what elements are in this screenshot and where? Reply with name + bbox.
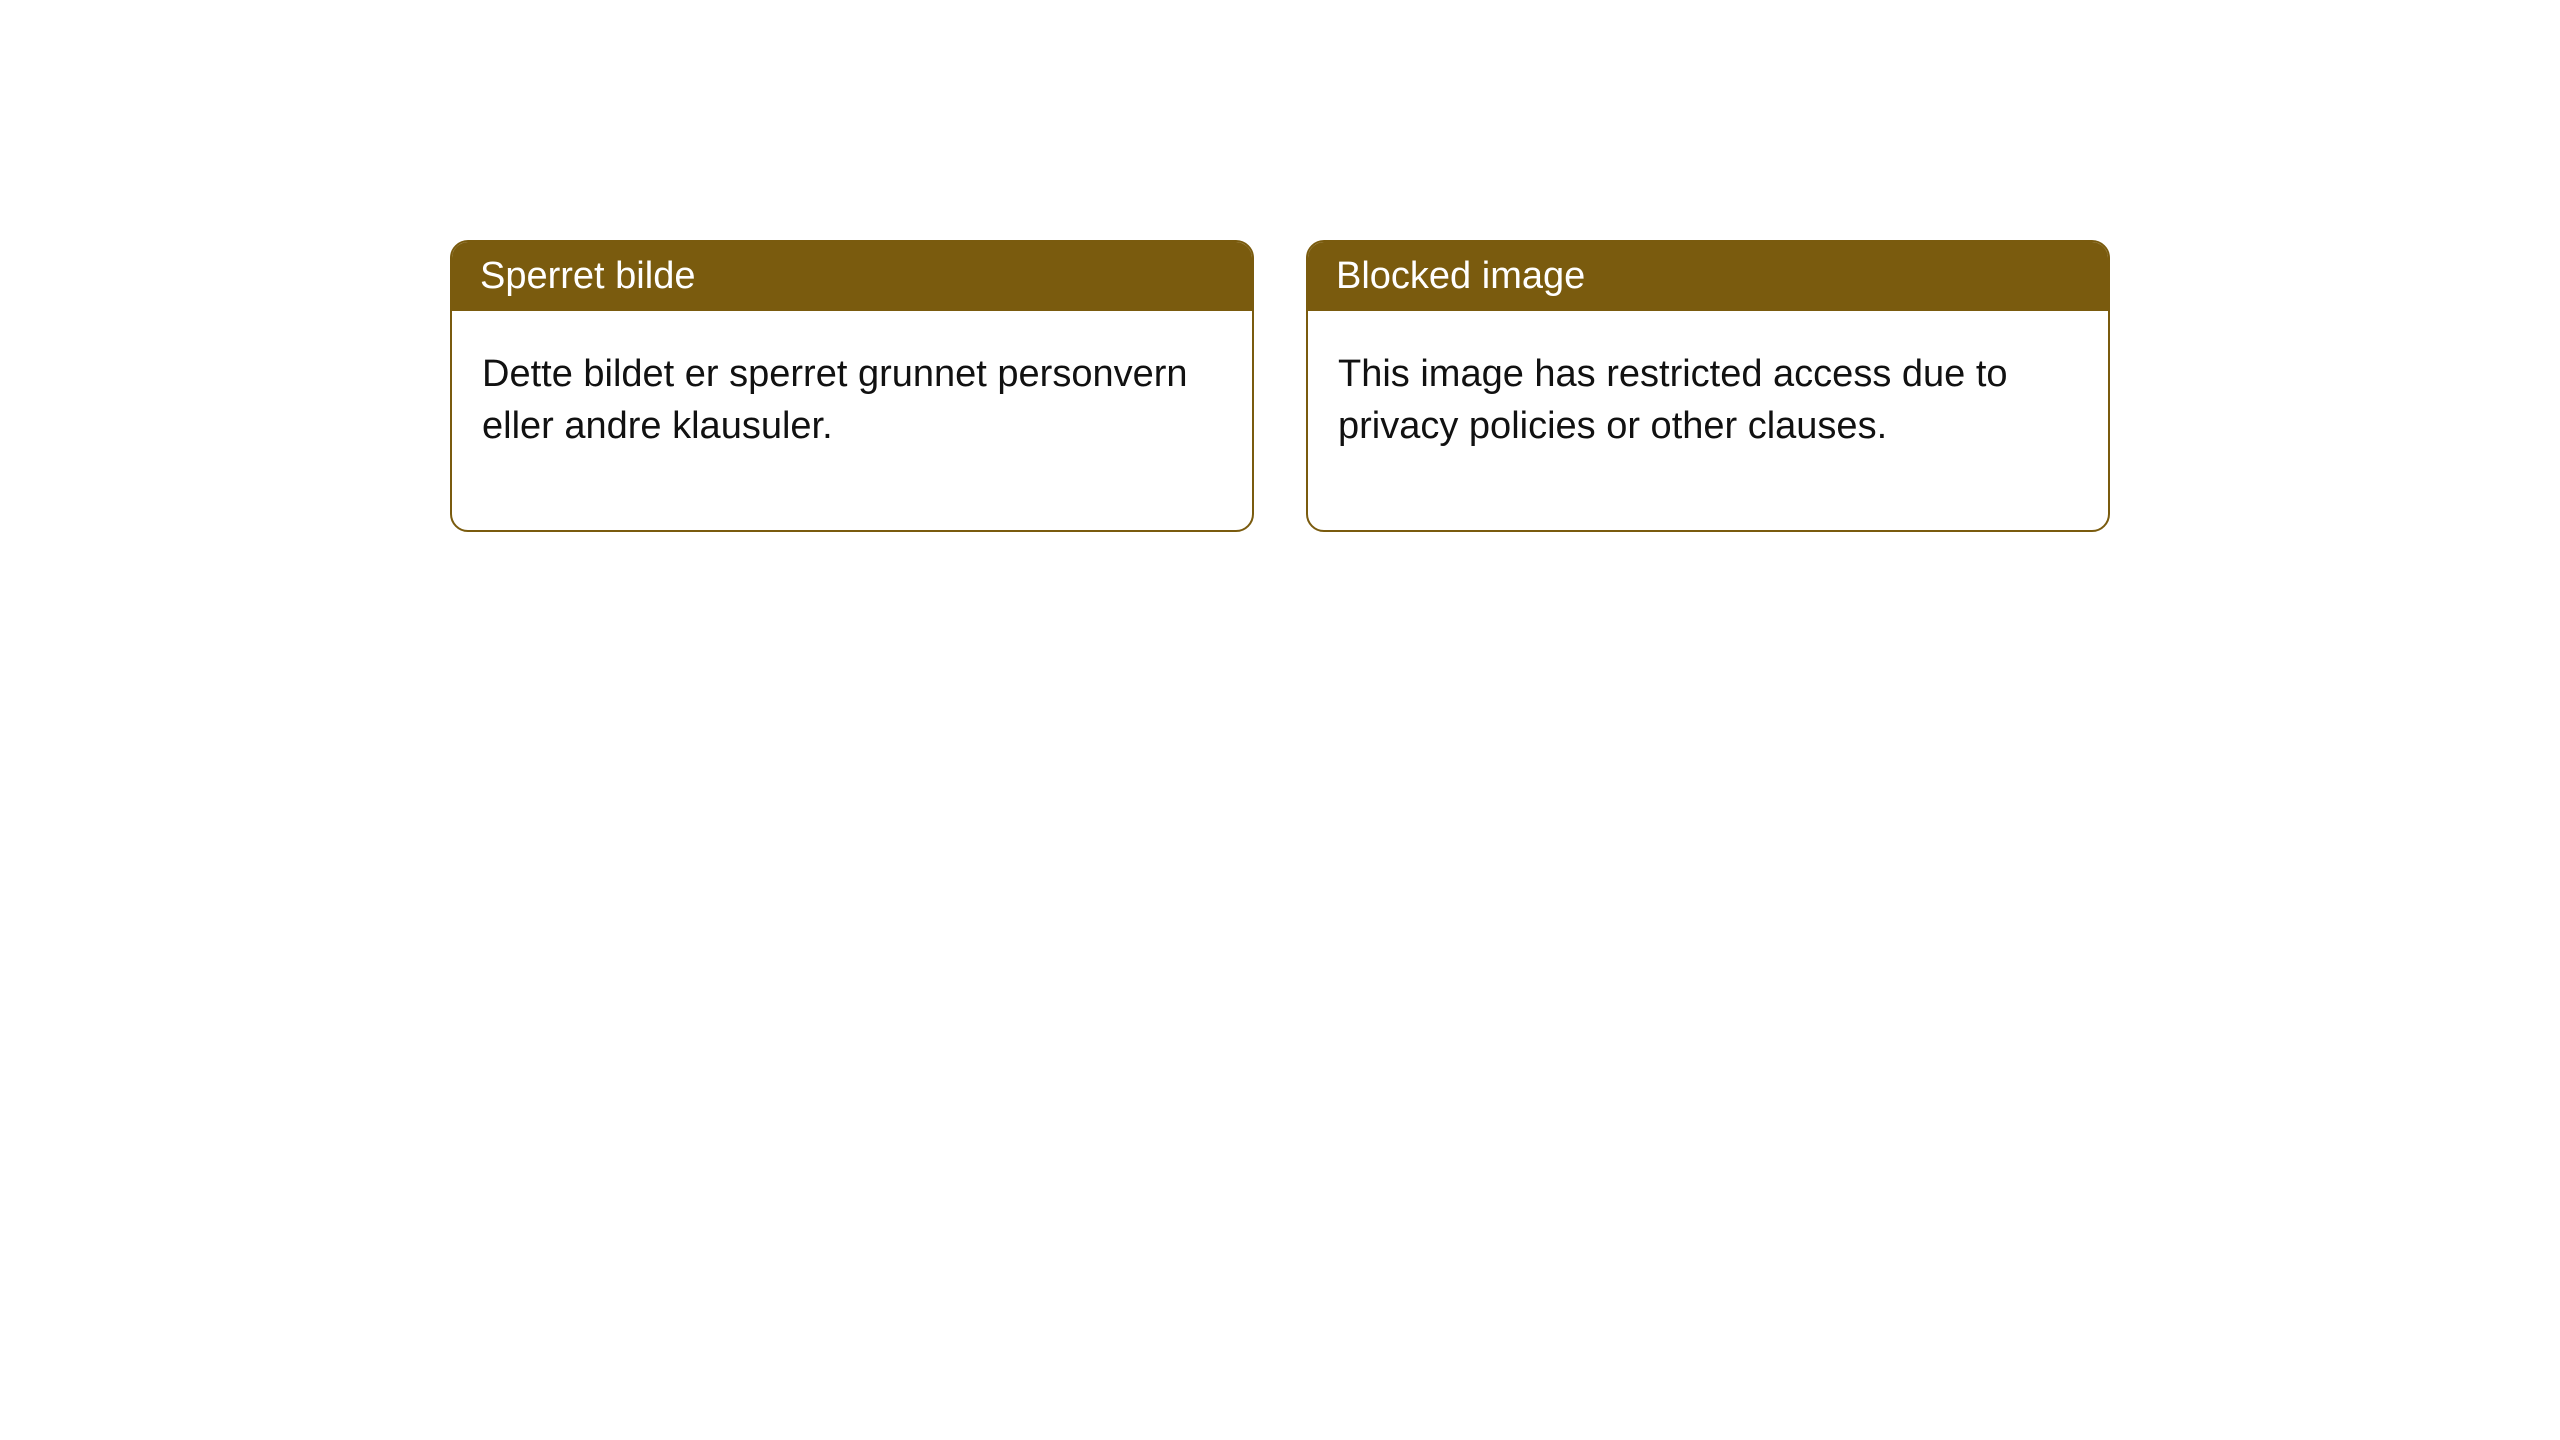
notice-card-body: Dette bildet er sperret grunnet personve… <box>452 311 1252 530</box>
notice-card-english: Blocked image This image has restricted … <box>1306 240 2110 532</box>
notice-card-body: This image has restricted access due to … <box>1308 311 2108 530</box>
notice-card-header: Blocked image <box>1308 242 2108 311</box>
notice-card-header: Sperret bilde <box>452 242 1252 311</box>
notice-cards-row: Sperret bilde Dette bildet er sperret gr… <box>450 240 2560 532</box>
notice-card-norwegian: Sperret bilde Dette bildet er sperret gr… <box>450 240 1254 532</box>
